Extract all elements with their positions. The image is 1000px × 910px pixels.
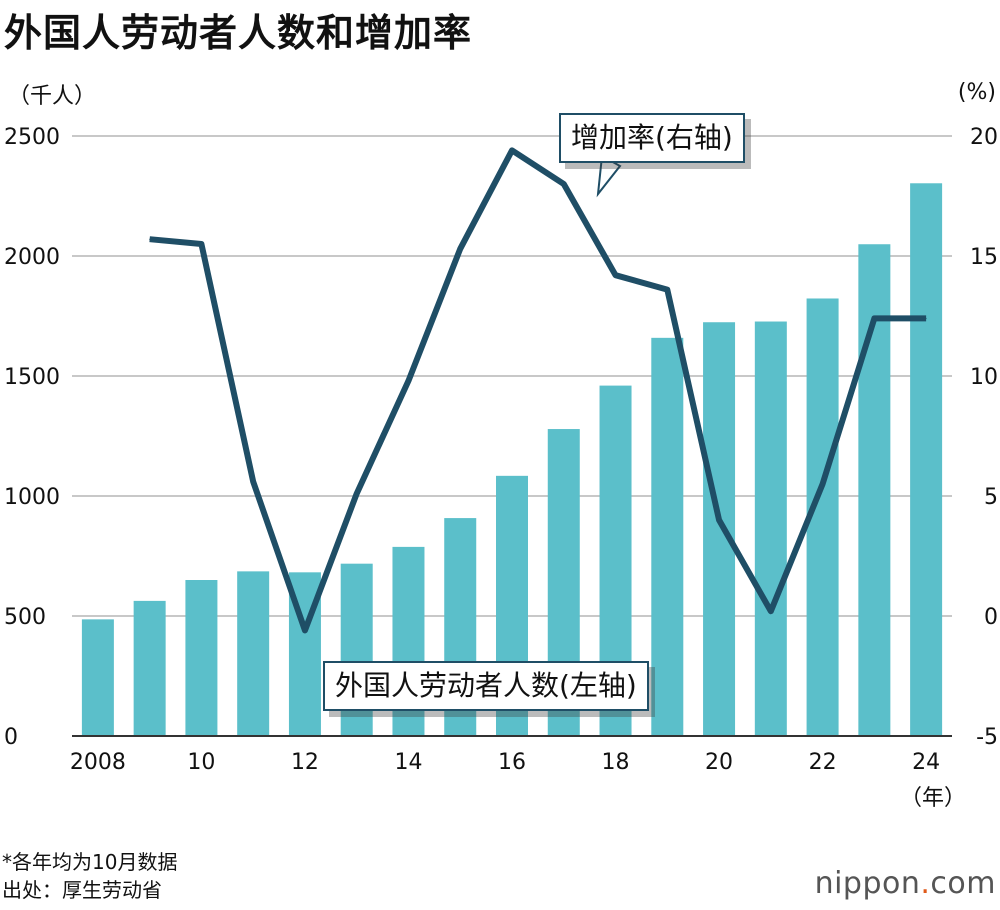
rate-point-2020: [718, 519, 720, 521]
left-axis-tick-label: 500: [4, 605, 46, 630]
left-axis-tick-label: 1500: [4, 365, 60, 390]
rate-point-2023: [873, 317, 875, 319]
rate-point-2021: [770, 610, 772, 612]
x-axis-tick-label: 2008: [70, 750, 126, 775]
right-axis-tick-label: 10: [970, 365, 998, 390]
nippon-logo: nippon.com: [814, 866, 996, 901]
x-axis-tick-label: 24: [912, 750, 940, 775]
x-axis-unit: （年）: [900, 786, 967, 811]
bar-series: [81, 183, 943, 737]
x-axis-tick-label: 12: [291, 750, 319, 775]
rate-point-2022: [822, 483, 824, 485]
source-note: 出处：厚生劳动省: [2, 878, 162, 902]
bar-2021: [754, 321, 787, 736]
chart-title: 外国人劳动者人数和增加率: [4, 11, 473, 55]
x-axis-tick-label: 16: [498, 750, 526, 775]
rate-series-label: 增加率(右轴): [559, 113, 745, 163]
x-axis-tick-label: 20: [705, 750, 733, 775]
rate-point-2016: [511, 149, 513, 151]
bar-2024: [910, 183, 943, 736]
right-axis-tick-label: 5: [984, 485, 998, 510]
right-axis-unit: (%): [957, 80, 996, 105]
count-series-label: 外国人劳动者人数(左轴): [323, 661, 649, 711]
rate-point-2014: [407, 380, 409, 382]
left-axis-tick-label: 0: [4, 725, 18, 750]
bar-2010: [185, 580, 218, 736]
right-axis-tick-label: -5: [976, 725, 998, 750]
rate-point-2011: [252, 481, 254, 483]
left-axis-tick-label: 2500: [4, 125, 60, 150]
rate-point-2017: [563, 183, 565, 185]
bar-2011: [237, 571, 270, 736]
axes: 0 -5 500 0 1000 5 1500 10 2000 15 2500 20 2008 10 12 14…: [4, 125, 998, 775]
x-axis-tick-label: 22: [809, 750, 837, 775]
right-axis-tick-label: 20: [970, 125, 998, 150]
bar-2008: [81, 619, 114, 736]
bar-2020: [703, 322, 736, 736]
rate-point-2010: [200, 243, 202, 245]
line-series: [149, 147, 927, 634]
bar-2019: [651, 337, 684, 736]
x-axis-tick-label: 14: [394, 750, 422, 775]
rate-point-2015: [459, 248, 461, 250]
left-axis-unit: （千人）: [8, 84, 97, 109]
footnote: *各年均为10月数据: [2, 850, 178, 874]
right-axis-tick-label: 15: [970, 245, 998, 270]
right-axis-tick-label: 0: [984, 605, 998, 630]
x-axis-tick-label: 18: [602, 750, 630, 775]
rate-point-2024: [925, 317, 927, 319]
rate-point-2009: [149, 238, 151, 240]
rate-point-2012: [304, 629, 306, 631]
rate-point-2013: [356, 493, 358, 495]
left-axis-tick-label: 2000: [4, 245, 60, 270]
rate-point-2019: [666, 289, 668, 291]
left-axis-tick-label: 1000: [4, 485, 60, 510]
bar-2009: [133, 600, 166, 736]
growth-rate-line: [149, 147, 927, 634]
x-axis-tick-label: 10: [187, 750, 215, 775]
rate-point-2018: [615, 274, 617, 276]
